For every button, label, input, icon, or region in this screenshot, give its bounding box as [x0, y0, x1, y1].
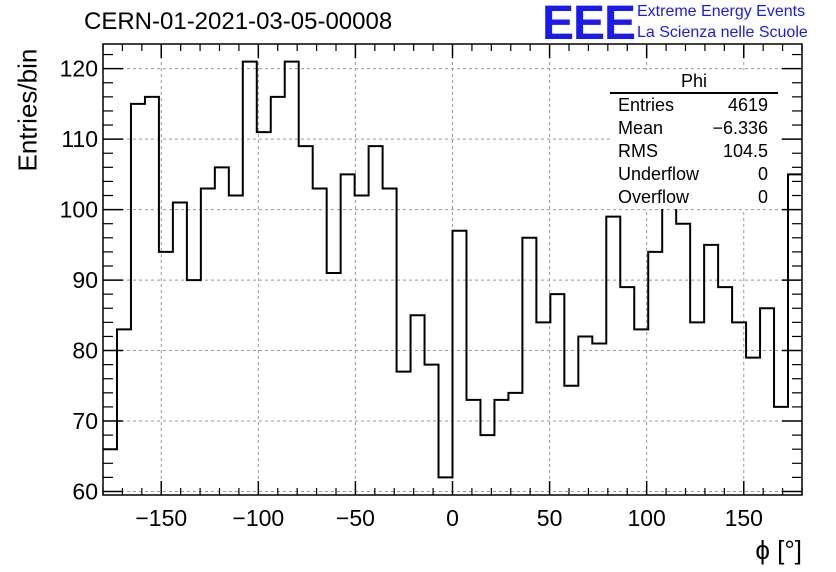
y-tick-label: 120 — [60, 56, 98, 82]
stats-box: Phi Entries 4619 Mean −6.336 RMS 104.5 U… — [610, 70, 778, 209]
stats-row: RMS 104.5 — [610, 140, 778, 163]
run-title: CERN-01-2021-03-05-00008 — [84, 8, 393, 35]
logo-line-2: La Scienza nelle Scuole — [637, 24, 808, 41]
stats-label: Underflow — [618, 164, 700, 184]
x-tick-label: 100 — [627, 505, 665, 531]
stats-value: −6.336 — [712, 118, 768, 138]
stats-label: RMS — [618, 141, 658, 161]
stats-value: 4619 — [727, 95, 768, 115]
stats-value: 0 — [757, 187, 768, 207]
x-tick-label: −50 — [336, 505, 375, 531]
stats-title: Phi — [610, 70, 778, 94]
y-tick-label: 90 — [72, 267, 98, 293]
y-tick-label: 80 — [72, 338, 98, 364]
x-tick-label: 0 — [446, 505, 459, 531]
y-tick-label: 100 — [60, 197, 98, 223]
stats-value: 104.5 — [722, 141, 768, 161]
x-tick-label: −100 — [232, 505, 284, 531]
x-tick-label: 50 — [537, 505, 563, 531]
x-tick-label: 150 — [725, 505, 763, 531]
x-tick-label: −150 — [135, 505, 187, 531]
eee-logo: EEE — [542, 0, 636, 50]
stats-row: Mean −6.336 — [610, 117, 778, 140]
stats-label: Entries — [618, 95, 675, 115]
y-axis-label: Entries/bin — [12, 48, 43, 172]
y-tick-label: 60 — [72, 478, 98, 504]
y-tick-label: 70 — [72, 408, 98, 434]
x-axis-label: ϕ [°] — [755, 535, 802, 565]
logo-line-1: Extreme Energy Events — [637, 3, 806, 20]
axis-ticks — [102, 44, 803, 495]
stats-label: Overflow — [618, 187, 690, 207]
stats-value: 0 — [757, 164, 768, 184]
tick-labels: −150 −100 −50 0 50 100 150 60 70 80 90 100 110 120 — [60, 56, 763, 531]
stats-row: Underflow 0 — [610, 163, 778, 186]
stats-row: Overflow 0 — [610, 186, 778, 209]
histogram-line — [103, 60, 802, 479]
y-tick-label: 110 — [61, 126, 98, 152]
stats-row: Entries 4619 — [610, 94, 778, 117]
stats-label: Mean — [618, 118, 664, 138]
